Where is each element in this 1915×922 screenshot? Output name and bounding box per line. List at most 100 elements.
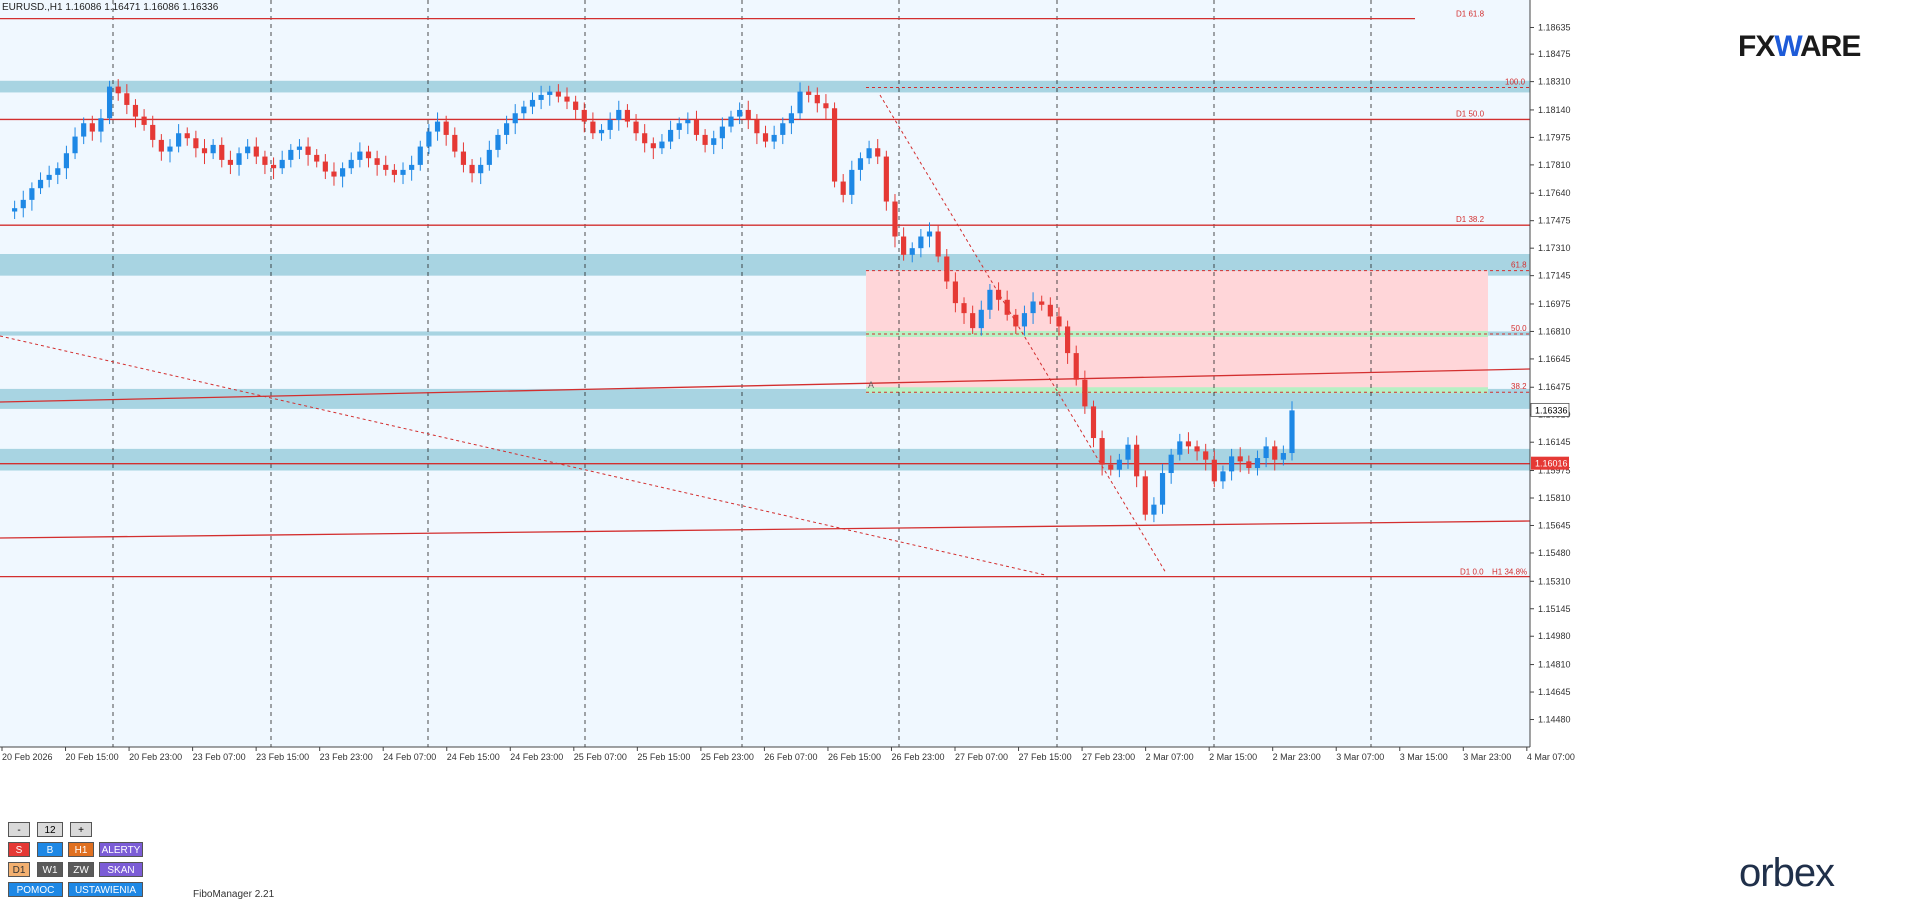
scan-button[interactable]: SKAN [99,862,143,877]
candle-body [1004,299,1010,315]
label-point-a: A [868,380,874,390]
candle-body [823,103,829,109]
candle-body [374,158,380,165]
buy-button[interactable]: B [37,842,63,857]
price-tick-label: 1.14810 [1538,660,1571,670]
timeframe-h1-button[interactable]: H1 [68,842,94,857]
candle-body [866,148,872,159]
candle-body [1116,459,1122,470]
zw-button[interactable]: ZW [68,862,94,877]
candle-body [849,169,855,195]
candle-body [495,134,501,150]
candle-body [745,109,751,120]
time-tick-label: 2 Mar 07:00 [1146,752,1194,762]
candle-body [1056,316,1062,327]
candle-body [702,134,708,145]
marked-level-tag [1531,456,1569,470]
marked-level-label: 1.16016 [1535,459,1568,469]
time-tick-label: 23 Feb 23:00 [320,752,373,762]
candle-body [538,94,544,100]
candle-body [512,113,518,124]
label-h1-100: 100.0 [1505,77,1526,86]
candle-body [1289,410,1295,454]
candle-body [1082,379,1088,407]
price-tick-label: 1.16475 [1538,382,1571,392]
candle-body [737,109,743,117]
candle-body [417,146,423,165]
time-tick-label: 27 Feb 15:00 [1019,752,1072,762]
price-zone [0,80,1530,93]
candle-body [780,123,786,135]
price-tick-label: 1.17810 [1538,160,1571,170]
candle-body [693,119,700,135]
candle-body [46,174,52,180]
price-tick-label: 1.15145 [1538,604,1571,614]
price-tick-label: 1.15975 [1538,466,1571,476]
candle-body [400,169,406,175]
candle-body [564,96,570,102]
settings-button[interactable]: USTAWIENIA [68,882,143,897]
decrease-button[interactable]: - [8,822,30,837]
candle-body [469,164,475,174]
candle-body [788,113,794,124]
candle-body [1065,326,1071,354]
timeframe-d1-button[interactable]: D1 [8,862,30,877]
candle-body [210,144,216,154]
period-value-field[interactable]: 12 [37,822,63,837]
label-h1-500: 50.0 [1511,324,1527,333]
price-tick-label: 1.14480 [1538,715,1571,725]
candle-body [443,121,449,135]
candle-body [1073,353,1079,380]
candle-body [995,289,1002,300]
time-tick-label: 23 Feb 15:00 [256,752,309,762]
candle-body [952,281,958,304]
candle-body [72,136,78,154]
candle-body [89,123,95,132]
candle-body [547,91,553,95]
help-button[interactable]: POMOC [8,882,63,897]
timeframe-w1-button[interactable]: W1 [37,862,63,877]
time-tick-label: 20 Feb 2026 [2,752,53,762]
fibo-manager-label: FiboManager 2.21 [193,889,275,900]
candle-body [1013,314,1019,327]
candle-body [184,133,190,139]
price-tick-label: 1.15480 [1538,548,1571,558]
candle-body [63,153,70,169]
increase-button[interactable]: + [70,822,92,837]
price-tick-label: 1.16145 [1538,437,1571,447]
price-zone [0,448,1530,471]
candle-body [383,164,389,170]
label-h1-382: 38.2 [1511,382,1527,391]
orbex-logo: orbex [1739,851,1835,895]
candle-body [581,109,587,122]
sell-button[interactable]: S [8,842,30,857]
candle-body [270,164,277,169]
candle-body [365,151,372,159]
label-h1-618: 61.8 [1511,261,1527,270]
candle-body [348,159,354,169]
candle-body [391,169,397,175]
candle-body [719,126,725,139]
candle-body [667,129,674,142]
trend-line-lower [0,520,1531,539]
candle-body [357,151,363,160]
candle-body [754,119,760,134]
time-tick-label: 4 Mar 07:00 [1527,752,1575,762]
candle-body [909,248,915,255]
candle-body [961,303,967,314]
candle-body [616,109,622,120]
label-d1-00: D1 0.0 [1460,568,1484,577]
candle-body [676,123,682,130]
price-tick-label: 1.15810 [1538,493,1571,503]
time-tick-label: 26 Feb 23:00 [891,752,944,762]
support-resistance-zones [0,80,1530,471]
time-tick-label: 3 Mar 15:00 [1400,752,1448,762]
candle-body [296,146,303,150]
candle-body [1272,446,1278,460]
logo-w-text: W [1774,30,1801,63]
alerts-button[interactable]: ALERTY [99,842,143,857]
candle-body [762,133,769,142]
candle-body [340,168,346,177]
candle-body [771,134,777,142]
